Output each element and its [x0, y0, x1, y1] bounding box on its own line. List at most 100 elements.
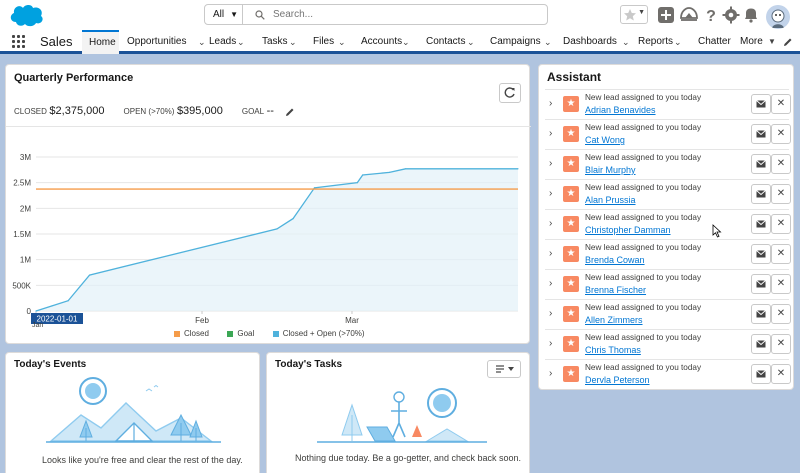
email-button[interactable]	[751, 334, 771, 354]
email-button[interactable]	[751, 214, 771, 234]
lead-name-link[interactable]: Alan Prussia	[585, 195, 636, 205]
lead-name-link[interactable]: Brenda Cowan	[585, 255, 645, 265]
lead-name-link[interactable]: Cat Wong	[585, 135, 625, 145]
chevron-right-icon[interactable]: ›	[549, 98, 553, 109]
help-icon[interactable]: ?	[700, 4, 722, 26]
dismiss-button[interactable]: ✕	[771, 184, 791, 204]
lead-name-link[interactable]: Adrian Benavides	[585, 105, 656, 115]
tab-tasks[interactable]: Tasks ⌄	[262, 30, 312, 54]
avatar[interactable]	[766, 5, 790, 29]
search-scope-dropdown[interactable]: All ▼	[205, 5, 243, 24]
dismiss-button[interactable]: ✕	[771, 244, 791, 264]
chevron-right-icon[interactable]: ›	[549, 158, 553, 169]
tab-contacts[interactable]: Contacts ⌄	[426, 30, 486, 54]
chevron-down-icon[interactable]: ⌄	[544, 37, 552, 47]
chevron-right-icon[interactable]: ›	[549, 188, 553, 199]
chart-legend: Closed Goal Closed + Open (>70%)	[174, 329, 365, 338]
favorites-button[interactable]: ▼	[620, 5, 648, 24]
assistant-item: › ★ New lead assigned to you today Adrian B…	[545, 89, 791, 119]
email-button[interactable]	[751, 184, 771, 204]
email-button[interactable]	[751, 94, 771, 114]
chevron-down-icon[interactable]: ⌄	[674, 37, 682, 47]
chevron-down-icon[interactable]: ⌄	[622, 37, 630, 47]
assistant-item: › ★ New lead assigned to you today Chris Th…	[545, 329, 791, 359]
chevron-right-icon[interactable]: ›	[549, 338, 553, 349]
lead-name-link[interactable]: Chris Thomas	[585, 345, 641, 355]
refresh-button[interactable]	[499, 83, 521, 103]
chevron-down-icon[interactable]: ⌄	[289, 37, 297, 47]
lead-name-link[interactable]: Blair Murphy	[585, 165, 636, 175]
tab-label: Home	[89, 37, 116, 48]
task-filter-button[interactable]	[487, 360, 521, 378]
edit-nav-button[interactable]	[783, 30, 795, 54]
chevron-right-icon[interactable]: ›	[549, 308, 553, 319]
notification-text: New lead assigned to you today	[585, 303, 702, 312]
tab-opportunities[interactable]: Opportunities ⌄	[127, 30, 207, 54]
dismiss-button[interactable]: ✕	[771, 94, 791, 114]
chevron-right-icon[interactable]: ›	[549, 128, 553, 139]
gear-icon[interactable]	[720, 4, 742, 26]
date-tooltip	[31, 313, 83, 324]
y-tick-label: 1M	[20, 256, 31, 265]
events-empty-text: Looks like you're free and clear the res…	[42, 455, 243, 465]
salesforce-logo[interactable]	[8, 2, 46, 28]
lead-name-link[interactable]: Christopher Damman	[585, 225, 671, 235]
bell-icon[interactable]	[740, 4, 762, 26]
dismiss-button[interactable]: ✕	[771, 154, 791, 174]
dismiss-button[interactable]: ✕	[771, 304, 791, 324]
tab-label: Contacts	[426, 36, 466, 47]
chevron-right-icon[interactable]: ›	[549, 218, 553, 229]
tab-more[interactable]: More ▼	[740, 30, 780, 54]
tab-label: Leads	[209, 36, 237, 47]
email-button[interactable]	[751, 154, 771, 174]
dismiss-button[interactable]: ✕	[771, 214, 791, 234]
tab-accounts[interactable]: Accounts ⌄	[361, 30, 419, 54]
legend-swatch-goal	[227, 330, 234, 337]
closed-open-point	[404, 168, 407, 170]
lead-name-link[interactable]: Allen Zimmers	[585, 315, 643, 325]
assistant-item: › ★ New lead assigned to you today Blair Mu…	[545, 149, 791, 179]
tab-dashboards[interactable]: Dashboards ⌄	[563, 30, 630, 54]
relaxing-illustration	[317, 388, 487, 443]
open-label: OPEN (>70%)	[123, 107, 175, 116]
email-button[interactable]	[751, 304, 771, 324]
tab-home[interactable]: Home	[82, 30, 119, 54]
lead-name-link[interactable]: Brenna Fischer	[585, 285, 647, 295]
dismiss-button[interactable]: ✕	[771, 274, 791, 294]
dismiss-button[interactable]: ✕	[771, 334, 791, 354]
dismiss-button[interactable]: ✕	[771, 364, 791, 384]
email-icon	[756, 190, 766, 198]
email-button[interactable]	[751, 364, 771, 384]
chevron-right-icon[interactable]: ›	[549, 368, 553, 379]
dismiss-button[interactable]: ✕	[771, 124, 791, 144]
chevron-right-icon[interactable]: ›	[549, 248, 553, 259]
assistant-card: Assistant › ★ New lead assigned to you tod…	[538, 64, 794, 390]
global-actions-icon[interactable]	[655, 4, 677, 26]
chevron-down-icon[interactable]: ⌄	[467, 37, 475, 47]
email-button[interactable]	[751, 244, 771, 264]
lead-icon: ★	[563, 306, 579, 322]
pencil-icon[interactable]	[285, 107, 295, 117]
search-input[interactable]	[273, 6, 543, 23]
chevron-right-icon[interactable]: ›	[549, 278, 553, 289]
chevron-down-icon[interactable]: ⌄	[237, 37, 245, 47]
tab-files[interactable]: Files ⌄	[313, 30, 358, 54]
app-launcher-icon[interactable]	[12, 35, 26, 49]
tab-leads[interactable]: Leads ⌄	[209, 30, 257, 54]
chevron-down-icon[interactable]: ⌄	[338, 37, 346, 47]
email-icon	[756, 220, 766, 228]
tab-campaigns[interactable]: Campaigns ⌄	[490, 30, 556, 54]
chevron-down-icon[interactable]: ⌄	[198, 37, 206, 47]
chevron-down-icon[interactable]: ⌄	[402, 37, 410, 47]
tab-label: Campaigns	[490, 36, 541, 47]
email-button[interactable]	[751, 124, 771, 144]
lead-icon: ★	[563, 366, 579, 382]
lead-name-link[interactable]: Dervla Peterson	[585, 375, 650, 385]
tab-label: Dashboards	[563, 36, 617, 47]
tab-chatter[interactable]: Chatter	[698, 30, 731, 54]
y-tick-label: 2M	[20, 204, 31, 213]
trailhead-icon[interactable]	[678, 4, 700, 26]
tab-reports[interactable]: Reports ⌄	[638, 30, 688, 54]
email-button[interactable]	[751, 274, 771, 294]
